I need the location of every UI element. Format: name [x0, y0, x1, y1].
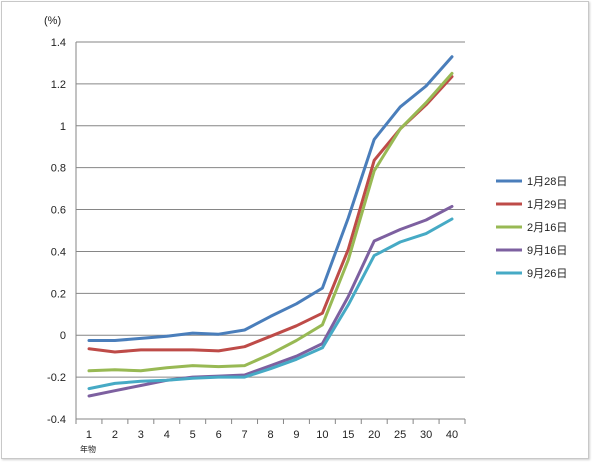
series-line: [87, 71, 454, 373]
x-tick-label: 1: [86, 429, 92, 441]
legend-label: 1月29日: [527, 199, 567, 211]
gridlines: [76, 41, 465, 378]
x-tick-label: 5: [190, 429, 196, 441]
y-tick-label: 0.8: [51, 163, 66, 175]
legend: 1月28日 1月29日 2月16日 9月16日 9月26日: [496, 176, 567, 280]
x-tick-label: 10: [316, 429, 328, 441]
x-tick-label: 2: [112, 429, 118, 441]
x-tick-label: 15: [342, 429, 354, 441]
series-line: [87, 75, 454, 354]
x-tick-label: 6: [216, 429, 222, 441]
x-tick-label: 40: [446, 429, 458, 441]
y-tick-label: 0.2: [51, 288, 66, 300]
y-tick-label: -0.4: [47, 414, 66, 426]
legend-label: 1月28日: [527, 176, 567, 188]
axes: [75, 42, 466, 424]
y-tick-label: 0.4: [51, 246, 66, 258]
y-tick-label: -0.2: [47, 372, 66, 384]
x-tick-label: 20: [368, 429, 380, 441]
legend-label: 2月16日: [527, 222, 567, 234]
x-tick-labels: 1 2 3 4 5 6 7 8 9 10 15 20 25 30 40: [86, 429, 458, 441]
y-tick-labels: -0.4 -0.2 0 0.2 0.4 0.6 0.8 1 1.2 1.4: [47, 37, 66, 426]
x-sub-label: 年物: [80, 444, 96, 454]
x-tick-label: 30: [420, 429, 432, 441]
x-tick-label: 7: [242, 429, 248, 441]
y-tick-label: 1: [60, 121, 66, 133]
y-tick-label: 0: [60, 330, 66, 342]
series-line: [87, 55, 454, 342]
x-tick-label: 4: [164, 429, 170, 441]
series-line: [87, 217, 454, 391]
series-line: [87, 204, 454, 398]
y-tick-label: 1.2: [51, 79, 66, 91]
y-tick-label: 1.4: [51, 37, 66, 49]
x-tick-label: 25: [394, 429, 406, 441]
legend-label: 9月16日: [527, 245, 567, 257]
series-lines: [87, 55, 454, 398]
x-tick-label: 8: [267, 429, 273, 441]
y-unit-label: (%): [44, 15, 61, 27]
x-tick-label: 3: [138, 429, 144, 441]
y-tick-label: 0.6: [51, 205, 66, 217]
legend-label: 9月26日: [527, 268, 567, 280]
x-tick-label: 9: [293, 429, 299, 441]
